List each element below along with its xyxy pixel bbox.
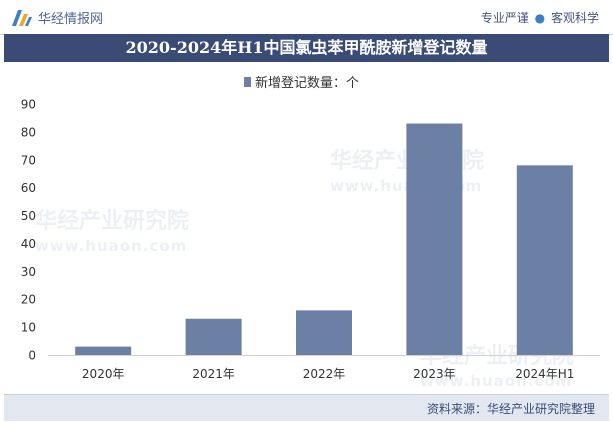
bar: [406, 123, 463, 355]
x-tick-label: 2022年: [303, 367, 346, 381]
bar: [296, 310, 352, 355]
y-tick-label: 0: [28, 349, 36, 363]
brand-name: 华经情报网: [38, 12, 104, 27]
y-tick-label: 30: [21, 265, 36, 279]
chart-title: 2020-2024年H1中国氯虫苯甲酰胺新增登记数量: [4, 34, 609, 62]
bar-chart: 新增登记数量：个 0 10 20 30 40 50 60 70 80 90 2020年 2021年 202…: [21, 75, 600, 381]
bar: [516, 165, 573, 355]
source-note: 资料来源：华经产业研究院整理: [426, 402, 595, 416]
y-tick-label: 60: [21, 181, 36, 195]
y-tick-label: 20: [21, 293, 36, 307]
x-tick-label: 2023年: [413, 367, 456, 381]
slogan-right: 客观科学: [550, 11, 599, 25]
y-tick-label: 90: [21, 98, 36, 112]
y-tick-label: 80: [21, 125, 36, 139]
legend-label: 新增登记数量：个: [255, 75, 359, 91]
y-tick-label: 10: [21, 321, 36, 335]
x-tick-label: 2020年: [82, 367, 125, 381]
footer: 资料来源：华经产业研究院整理: [4, 394, 609, 421]
x-tick-label: 2021年: [192, 367, 235, 381]
top-bar: 华经情报网 专业严谨 ● 客观科学: [0, 0, 613, 35]
slogan-dot-icon: ●: [534, 11, 546, 25]
legend-swatch: [244, 77, 251, 87]
y-tick-label: 70: [21, 153, 36, 167]
huajing-logo-icon: [12, 10, 32, 26]
slogan: 专业严谨 ● 客观科学: [481, 9, 599, 26]
x-tick-label: 2024年H1: [515, 367, 574, 381]
bar: [185, 318, 242, 355]
bar: [75, 346, 132, 355]
y-tick-label: 40: [21, 237, 36, 251]
y-tick-label: 50: [21, 209, 36, 223]
slogan-left: 专业严谨: [480, 11, 529, 25]
